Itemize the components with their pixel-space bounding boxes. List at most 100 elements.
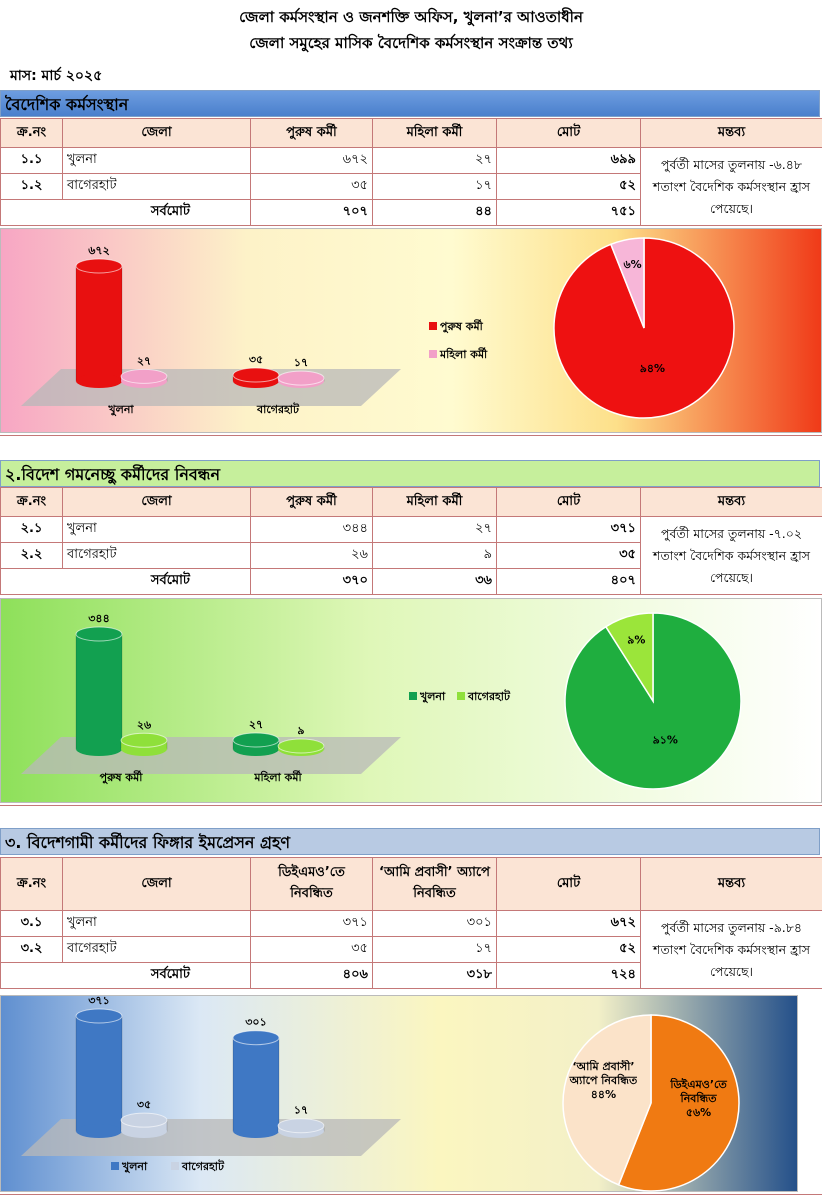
category-label: খুলনা bbox=[107, 403, 134, 417]
category-label: মহিলা কর্মী bbox=[253, 770, 302, 784]
legend-swatch bbox=[429, 322, 437, 330]
bar-top bbox=[75, 626, 123, 642]
pie-slice bbox=[604, 612, 654, 704]
cell: ৩৪৪ bbox=[250, 516, 373, 543]
section-title: বৈদেশিক কর্মসংস্থান bbox=[0, 90, 820, 117]
legend-label: বাগেরহাট bbox=[467, 689, 511, 703]
data-table: ক্র.নং জেলা পুরুষ কর্মী মহিলা কর্মী মোট মন্তব… bbox=[0, 118, 822, 226]
bar-bottom bbox=[76, 374, 122, 388]
pie-slice bbox=[617, 1014, 740, 1192]
section-title: ২.বিদেশ গমনেচ্ছু কর্মীদের নিবন্ধন bbox=[0, 460, 820, 487]
bar-bottom bbox=[233, 1124, 279, 1138]
cell: ৩৫ bbox=[250, 936, 373, 963]
total-cell: ৭২৪ bbox=[496, 962, 641, 989]
legend-swatch bbox=[409, 692, 417, 700]
value-label: ২৭ bbox=[249, 718, 263, 731]
cell: ৩৫ bbox=[250, 173, 373, 200]
cell: ২.১ bbox=[0, 516, 63, 543]
legend-swatch bbox=[457, 692, 465, 700]
header-row: ক্র.নং জেলা ডিইএমও’তে নিবন্ধিত ‘আমি প্রবাসী… bbox=[0, 857, 822, 911]
bar-top bbox=[75, 1008, 123, 1024]
cell: খুলনা bbox=[62, 147, 251, 174]
value-label: ১৭ bbox=[294, 1104, 308, 1117]
bar-top bbox=[232, 1030, 280, 1046]
cell: ৬৯৯ bbox=[496, 147, 641, 174]
bar-bottom bbox=[121, 1124, 167, 1138]
header-cell: মোট bbox=[496, 857, 641, 911]
header-cell: মন্তব্য bbox=[640, 487, 822, 517]
total-cell: ৪০৬ bbox=[250, 962, 373, 989]
cell: বাগেরহাট bbox=[62, 936, 251, 963]
remark: পুর্বর্তী মাসের তুলনায় -৬.৪৮ শতাংশ বৈদে… bbox=[640, 147, 822, 226]
header-cell: পুরুষ কর্মী bbox=[250, 487, 373, 517]
chart: ৬৭২ ৩৫ ২৭ ১৭ খুলনা বাগেরহাট পুরুষ কর্মী মহিলা ক… bbox=[21, 237, 735, 419]
cell: ২৬ bbox=[250, 542, 373, 569]
value-label: ৯ bbox=[297, 724, 304, 737]
cell: ২৭ bbox=[372, 516, 497, 543]
total-row: সর্বমোট ৪০৬ ৩১৮ ৭২৪ bbox=[0, 962, 822, 989]
bar-top bbox=[232, 367, 280, 383]
pie-label: ‘আমি প্রবাসী’ অ্যাপে নিবন্ধিত৪৪% bbox=[570, 1060, 638, 1101]
pie-value-label: ৬% bbox=[623, 258, 641, 271]
header-line: জেলা সমুহের মাসিক বৈদেশিক কর্মসংস্থান সং… bbox=[249, 34, 573, 52]
value-label: ১৭ bbox=[294, 356, 308, 369]
separator bbox=[0, 805, 822, 806]
chart: ৩৭১ ৩০১ ৩৫ ১৭ খুলনা বাগেরহাট ডিইএমও’তে নিবন্ধি… bbox=[21, 996, 740, 1192]
bar-top bbox=[120, 368, 168, 384]
chart-area: ৩৪৪ ২৭ ২৬ ৯ পুরুষ কর্মী মহিলা কর্মী খুলনা বাগের… bbox=[0, 598, 822, 803]
pie-value-label: ৯১% bbox=[653, 733, 678, 746]
header-cell: ক্র.নং bbox=[0, 118, 63, 148]
value-label: ৩৭১ bbox=[88, 996, 109, 1007]
cell: ৩৫ bbox=[496, 542, 641, 569]
legend-swatch bbox=[429, 350, 437, 358]
bar-top bbox=[75, 258, 123, 274]
bar-top bbox=[277, 1118, 325, 1134]
header-cell: মন্তব্য bbox=[640, 857, 822, 911]
value-label: ৩৫ bbox=[249, 353, 263, 366]
pie-value-label: ৫৬% bbox=[685, 1106, 712, 1120]
header-row: ক্র.নং জেলা পুরুষ কর্মী মহিলা কর্মী মোট মন্তব… bbox=[0, 118, 822, 148]
legend-label: পুরুষ কর্মী bbox=[440, 319, 484, 334]
pie-slice bbox=[562, 1014, 652, 1186]
total-cell: ৭৫১ bbox=[496, 199, 641, 226]
cell: ৩৭১ bbox=[496, 516, 641, 543]
category-label: বাগেরহাট bbox=[256, 402, 300, 416]
total-cell: ৪০৭ bbox=[496, 568, 641, 595]
row: ৩.১ খুলনা ৩৭১ ৩০১ ৬৭২ পুর্বর্তী মাসের তুলনায়… bbox=[0, 910, 822, 989]
remark: পুর্বর্তী মাসের তুলনায় -৯.৮৪ শতাংশ বৈদে… bbox=[640, 910, 822, 989]
value-label: ৩৫ bbox=[137, 1098, 151, 1111]
header-cell: ক্র.নং bbox=[0, 857, 63, 911]
bar bbox=[75, 633, 123, 750]
header-cell: জেলা bbox=[62, 118, 251, 148]
cell: বাগেরহাট bbox=[62, 542, 251, 569]
cell: ১৭ bbox=[372, 936, 497, 963]
cell: ২.২ bbox=[0, 542, 63, 569]
total-row: সর্বমোট ৭০৭ ৪৪ ৭৫১ bbox=[0, 199, 822, 226]
cell: ১.১ bbox=[0, 147, 63, 174]
category-label: পুরুষ কর্মী bbox=[100, 770, 144, 785]
cell: ১৭ bbox=[372, 173, 497, 200]
bar-top bbox=[120, 1112, 168, 1128]
header-line: জেলা কর্মসংস্থান ও জনশক্তি অফিস, খুলনা’র… bbox=[239, 8, 583, 26]
cell: ৩.১ bbox=[0, 910, 63, 937]
value-label: ২৭ bbox=[137, 354, 151, 367]
total-label: সর্বমোট bbox=[0, 568, 251, 595]
pie-category: ডিইএমও’তে নিবন্ধিত bbox=[670, 1078, 727, 1106]
remark: পুর্বর্তী মাসের তুলনায় -৭.০২ শতাংশ বৈদে… bbox=[640, 516, 822, 595]
row: ১.১ খুলনা ৬৭২ ২৭ ৬৯৯ পুর্বর্তী মাসের তুলনায় … bbox=[0, 147, 822, 226]
bar bbox=[75, 265, 123, 382]
legend-label: খুলনা bbox=[419, 690, 446, 704]
header-cell: পুরুষ কর্মী bbox=[250, 118, 373, 148]
row: ১.২ বাগেরহাট ৩৫ ১৭ ৫২ bbox=[0, 173, 822, 200]
bar bbox=[75, 1015, 123, 1132]
header-cell: ‘আমি প্রবাসী’ অ্যাপে নিবন্ধিত bbox=[372, 857, 497, 911]
value-label: ২৬ bbox=[137, 718, 152, 731]
pie-label-box: ডিইএমও’তে নিবন্ধিত ৫৬% bbox=[665, 1078, 733, 1120]
pie-value-label: ৯৪% bbox=[640, 362, 665, 375]
separator bbox=[0, 1194, 822, 1195]
pie-value-label: ৪৪% bbox=[590, 1087, 617, 1101]
section-title: ৩. বিদেশগামী কর্মীদের ফিঙ্গার ইমপ্রেসন গ… bbox=[0, 828, 820, 855]
chart: ৩৪৪ ২৭ ২৬ ৯ পুরুষ কর্মী মহিলা কর্মী খুলনা বাগের… bbox=[21, 612, 742, 790]
header-cell: ক্র.নং bbox=[0, 487, 63, 517]
legend-swatch bbox=[171, 1162, 179, 1170]
